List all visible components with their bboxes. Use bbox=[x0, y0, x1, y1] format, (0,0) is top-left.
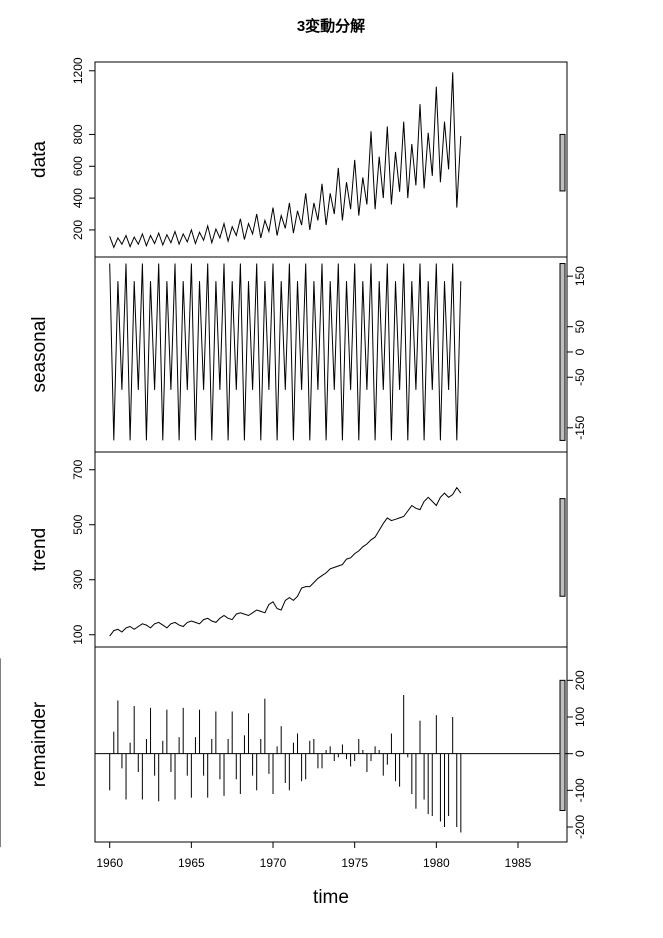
y-tick-label: 100 bbox=[71, 624, 85, 644]
chart-title: 3変動分解 bbox=[297, 17, 365, 35]
panel-label-trend: trend bbox=[29, 528, 50, 571]
y-tick-label: 600 bbox=[71, 156, 85, 176]
y-tick-label: 700 bbox=[71, 459, 85, 479]
panels: 200 400 600 800 1200 data -150 -50 0 50 150 seasona… bbox=[0, 57, 587, 848]
y-tick-label: 500 bbox=[71, 514, 85, 534]
y-tick-label: 100 bbox=[573, 707, 587, 727]
y-tick-label: 0 bbox=[573, 750, 587, 757]
x-axis: 1960 1965 1970 1975 1980 1985 bbox=[96, 842, 532, 870]
y-tick-label: 400 bbox=[71, 188, 85, 208]
x-tick-label: 1960 bbox=[96, 856, 123, 870]
y-tick-label: -100 bbox=[573, 778, 587, 802]
x-tick-label: 1980 bbox=[423, 856, 450, 870]
panel-data: 200 400 600 800 1200 data bbox=[29, 57, 568, 258]
scale-bar bbox=[559, 263, 566, 441]
data-series-line bbox=[109, 72, 462, 249]
panel-frame bbox=[94, 646, 568, 843]
panel-frame bbox=[94, 61, 568, 258]
panel-remainder: -200 -100 0 100 200 remainder bbox=[0, 646, 587, 848]
y-tick-label: 800 bbox=[71, 124, 85, 144]
y-tick-label: -200 bbox=[573, 815, 587, 839]
y-tick-label: 0 bbox=[573, 348, 587, 355]
panel-label-data: data bbox=[29, 141, 50, 178]
y-tick-label: 200 bbox=[71, 220, 85, 240]
panel-frame bbox=[94, 451, 568, 648]
panel-label-remainder: remainder bbox=[29, 701, 50, 787]
y-tick-label: -150 bbox=[573, 415, 587, 439]
y-tick-label: 300 bbox=[71, 569, 85, 589]
scale-bar bbox=[559, 679, 566, 811]
y-tick-label: 50 bbox=[573, 320, 587, 334]
panel-seasonal: -150 -50 0 50 150 seasonal bbox=[29, 256, 587, 453]
x-tick-label: 1965 bbox=[178, 856, 205, 870]
y-tick-label: -50 bbox=[573, 368, 587, 386]
x-tick-label: 1975 bbox=[341, 856, 368, 870]
panel-trend: 100 300 500 700 trend bbox=[29, 451, 568, 648]
scale-bar bbox=[559, 133, 566, 192]
trend-series-line bbox=[109, 486, 462, 637]
scale-bar bbox=[559, 498, 566, 597]
panel-frame bbox=[94, 256, 568, 453]
x-tick-label: 1985 bbox=[505, 856, 532, 870]
seasonal-series-line bbox=[109, 263, 462, 441]
y-tick-label: 1200 bbox=[71, 57, 85, 84]
x-tick-label: 1970 bbox=[260, 856, 287, 870]
x-axis-label: time bbox=[313, 887, 349, 908]
y-tick-label: 150 bbox=[573, 266, 587, 286]
y-tick-label: 200 bbox=[573, 670, 587, 690]
panel-label-seasonal: seasonal bbox=[29, 316, 50, 392]
